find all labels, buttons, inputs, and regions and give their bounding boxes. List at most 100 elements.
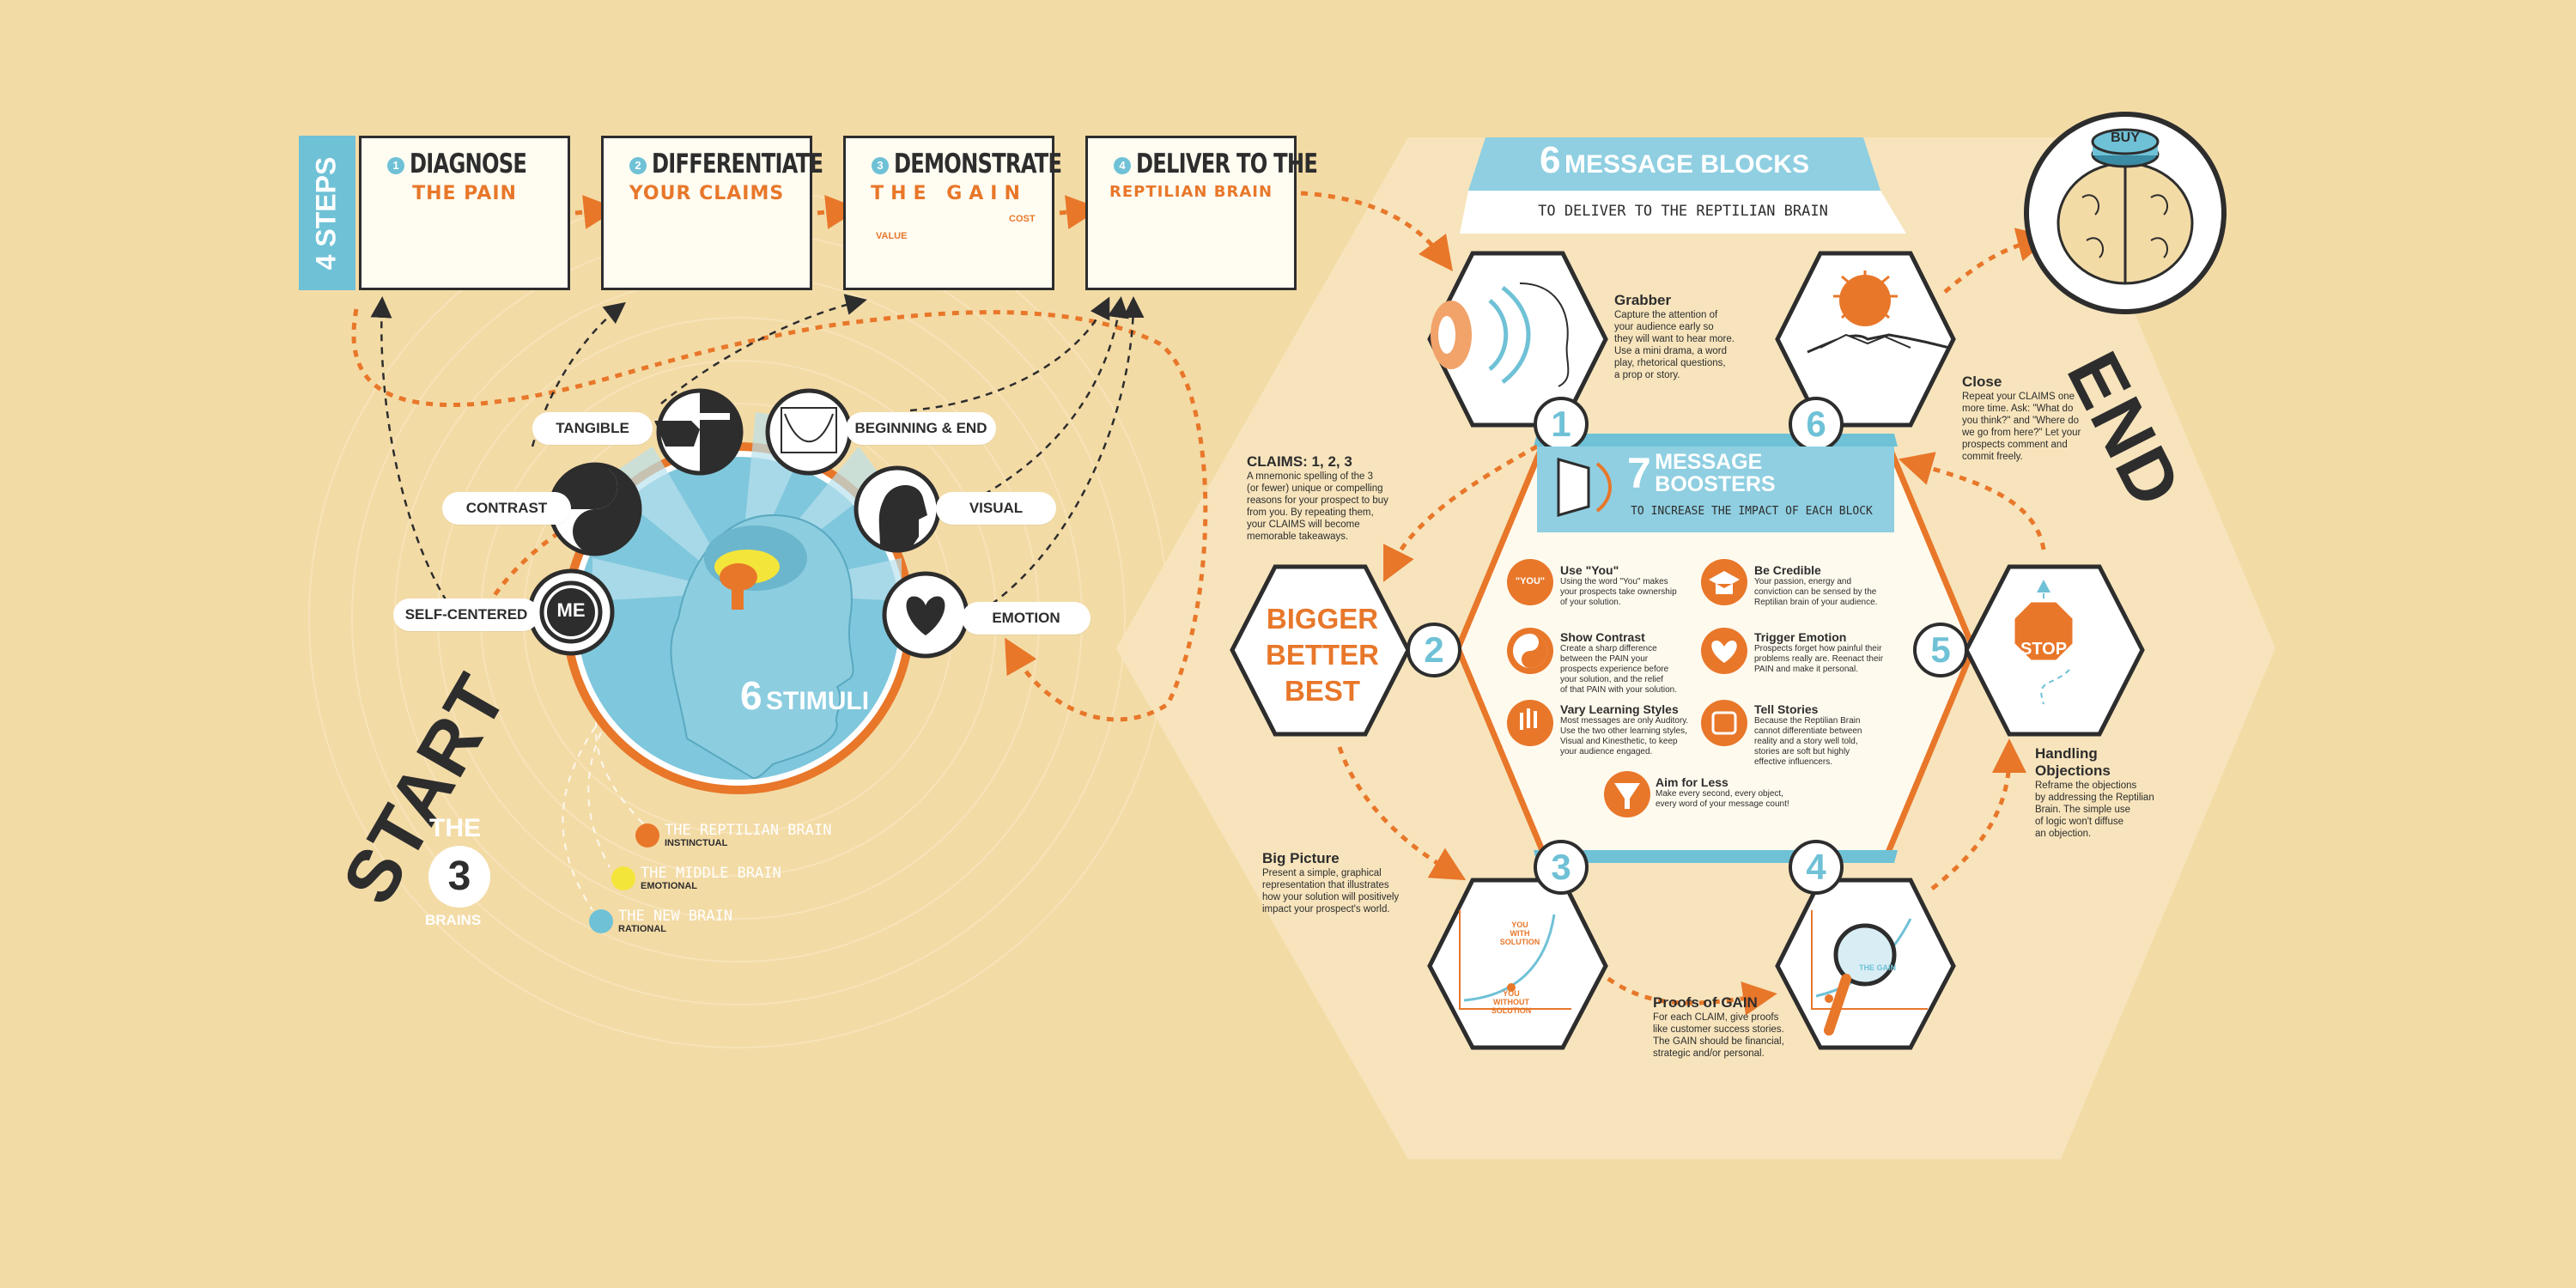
- step-number: 3: [872, 157, 889, 174]
- brain-name: THE MIDDLE BRAIN: [641, 865, 781, 882]
- booster-line: PAIN and make it personal.: [1754, 665, 1858, 674]
- buy-brain: [2024, 112, 2227, 314]
- stimuli-arrows: [370, 294, 1145, 620]
- booster-line: Most messages are only Auditory.: [1560, 716, 1689, 726]
- block-title: Close: [1962, 374, 2002, 390]
- booster-show-contrast: Show Contrast Create a sharp difference …: [1560, 630, 1677, 696]
- booster-line: Your passion, energy and: [1754, 577, 1852, 586]
- stimuli-title: 6 STIMULI: [740, 672, 869, 719]
- stimuli-icons: [527, 388, 969, 659]
- block-objections-text: Handling Objections Reframe the objectio…: [2035, 745, 2154, 840]
- block-line: your audience early so: [1614, 322, 1714, 332]
- step-number: 1: [387, 157, 404, 174]
- booster-title: Use "You": [1560, 563, 1619, 577]
- step-title: DELIVER TO THE: [1136, 149, 1318, 179]
- block-close-text: Close Repeat your CLAIMS one more time. …: [1962, 374, 2081, 463]
- block-number-circles: [1406, 397, 1968, 895]
- block-title: Handling Objections: [2035, 745, 2111, 779]
- value-label: VALUE: [876, 231, 908, 241]
- block-line: like customer success stories.: [1653, 1024, 1784, 1035]
- block-proofs-text: Proofs of GAIN For each CLAIM, give proo…: [1653, 994, 1784, 1060]
- claim-word: BETTER: [1266, 639, 1379, 671]
- block-2-number: 2: [1424, 629, 1444, 670]
- new-dot: [589, 909, 613, 933]
- booster-line: Because the Reptilian Brain: [1754, 716, 1861, 726]
- block-line: by addressing the Reptilian: [2035, 793, 2154, 803]
- middle-dot: [611, 866, 635, 890]
- step-title: DIAGNOSE: [410, 149, 527, 179]
- booster-be-credible: Be Credible Your passion, energy and con…: [1754, 563, 1877, 608]
- three-brains-the: THE: [429, 814, 481, 842]
- booster-line: effective influencers.: [1754, 757, 1832, 767]
- block-line: representation that illustrates: [1262, 880, 1389, 890]
- booster-title: Tell Stories: [1754, 702, 1819, 716]
- stimulus-self-centered: SELF-CENTERED: [393, 598, 539, 631]
- block-title: Grabber: [1614, 292, 1672, 308]
- booster-line: every word of your message count!: [1656, 799, 1789, 809]
- steps-side-label: 4 STEPS: [310, 156, 342, 270]
- booster-title: Aim for Less: [1656, 775, 1728, 789]
- message-blocks-banner: [1468, 137, 1880, 191]
- buy-label: BUY: [2111, 131, 2140, 145]
- step-diagnose: 1 DIAGNOSE THE PAIN: [359, 136, 570, 290]
- booster-line: Visual and Kinesthetic, to keep: [1560, 737, 1678, 746]
- label-line: SOLUTION: [1499, 938, 1540, 946]
- booster-vary-learning-styles: Vary Learning Styles Most messages are o…: [1560, 702, 1688, 757]
- block-line: For each CLAIM, give proofs: [1653, 1012, 1779, 1023]
- stimulus-contrast: CONTRAST: [442, 492, 571, 525]
- step-subtitle: THE GAIN: [871, 183, 1027, 204]
- block-line: The GAIN should be financial,: [1653, 1036, 1784, 1047]
- stimuli-circle: [562, 412, 914, 794]
- booster-line: Prospects forget how painful their: [1754, 644, 1882, 653]
- booster-line: conviction can be sensed by the: [1754, 587, 1877, 597]
- booster-aim-for-less: Aim for Less Make every second, every ob…: [1656, 775, 1789, 810]
- step-number: 2: [629, 157, 647, 174]
- booster-line: cannot differentiate between: [1754, 726, 1862, 736]
- step-subtitle: YOUR CLAIMS: [629, 183, 785, 204]
- step-title: DEMONSTRATE: [894, 149, 1062, 179]
- booster-line: Use the two other learning styles,: [1560, 726, 1687, 736]
- claim-word: BEST: [1284, 675, 1360, 707]
- block-line: Reframe the objections: [2035, 781, 2137, 791]
- booster-line: stories are soft but highly: [1754, 747, 1850, 756]
- claim-word: BIGGER: [1266, 603, 1379, 635]
- block-line: an objection.: [2035, 829, 2092, 839]
- claims-hex-text: BIGGER BETTER BEST: [1236, 601, 1408, 709]
- block-line: from you. By repeating them,: [1247, 507, 1374, 518]
- booster-line: Reptilian brain of your audience.: [1754, 598, 1878, 607]
- block-4-number: 4: [1806, 847, 1826, 887]
- block-line: your CLAIMS will become: [1247, 519, 1360, 530]
- boosters-number: 7: [1627, 449, 1651, 497]
- reptilian-dot: [635, 823, 659, 848]
- boosters-subtitle: TO INCREASE THE IMPACT OF EACH BLOCK: [1631, 505, 1873, 518]
- block-line: how your solution will positively: [1262, 892, 1400, 902]
- booster-line: of that PAIN with your solution.: [1560, 685, 1677, 695]
- label-line: WITHOUT: [1493, 998, 1529, 1006]
- booster-title: Vary Learning Styles: [1560, 702, 1679, 716]
- message-blocks-subtitle: TO DELIVER TO THE REPTILIAN BRAIN: [1538, 203, 1828, 220]
- block-line: reasons for your prospect to buy: [1247, 495, 1388, 506]
- booster-line: Make every second, every object,: [1656, 789, 1783, 799]
- booster-line: your prospects take ownership: [1560, 587, 1677, 597]
- block-line: Use a mini drama, a word: [1614, 346, 1728, 356]
- step-deliver: 4 DELIVER TO THE REPTILIAN BRAIN: [1085, 136, 1318, 290]
- block-line: a prop or story.: [1614, 370, 1680, 380]
- label-line: YOU: [1511, 920, 1528, 929]
- block-line: Capture the attention of: [1614, 310, 1718, 320]
- block-line: impact your prospect's world.: [1262, 904, 1390, 914]
- message-blocks-number: 6: [1540, 139, 1561, 181]
- boosters-word-2: BOOSTERS: [1655, 472, 1776, 496]
- step-differentiate: 2 DIFFERENTIATE YOUR CLAIMS: [601, 136, 823, 290]
- booster-icons: [1507, 559, 1747, 817]
- message-blocks-word: MESSAGE BLOCKS: [1564, 150, 1809, 179]
- block-illustrations: [1431, 270, 2075, 1036]
- booster-title: Be Credible: [1754, 563, 1821, 577]
- booster-use-you: Use "You" Using the word "You" makes you…: [1560, 563, 1677, 608]
- block-line: memorable takeaways.: [1247, 532, 1349, 542]
- brain-reptilian: THE REPTILIAN BRAIN INSTINCTUAL: [635, 823, 831, 848]
- booster-line: problems really are. Reenact their: [1754, 654, 1884, 664]
- booster-trigger-emotion: Trigger Emotion Prospects forget how pai…: [1754, 630, 1883, 675]
- block-line: of logic won't diffuse: [2035, 817, 2123, 827]
